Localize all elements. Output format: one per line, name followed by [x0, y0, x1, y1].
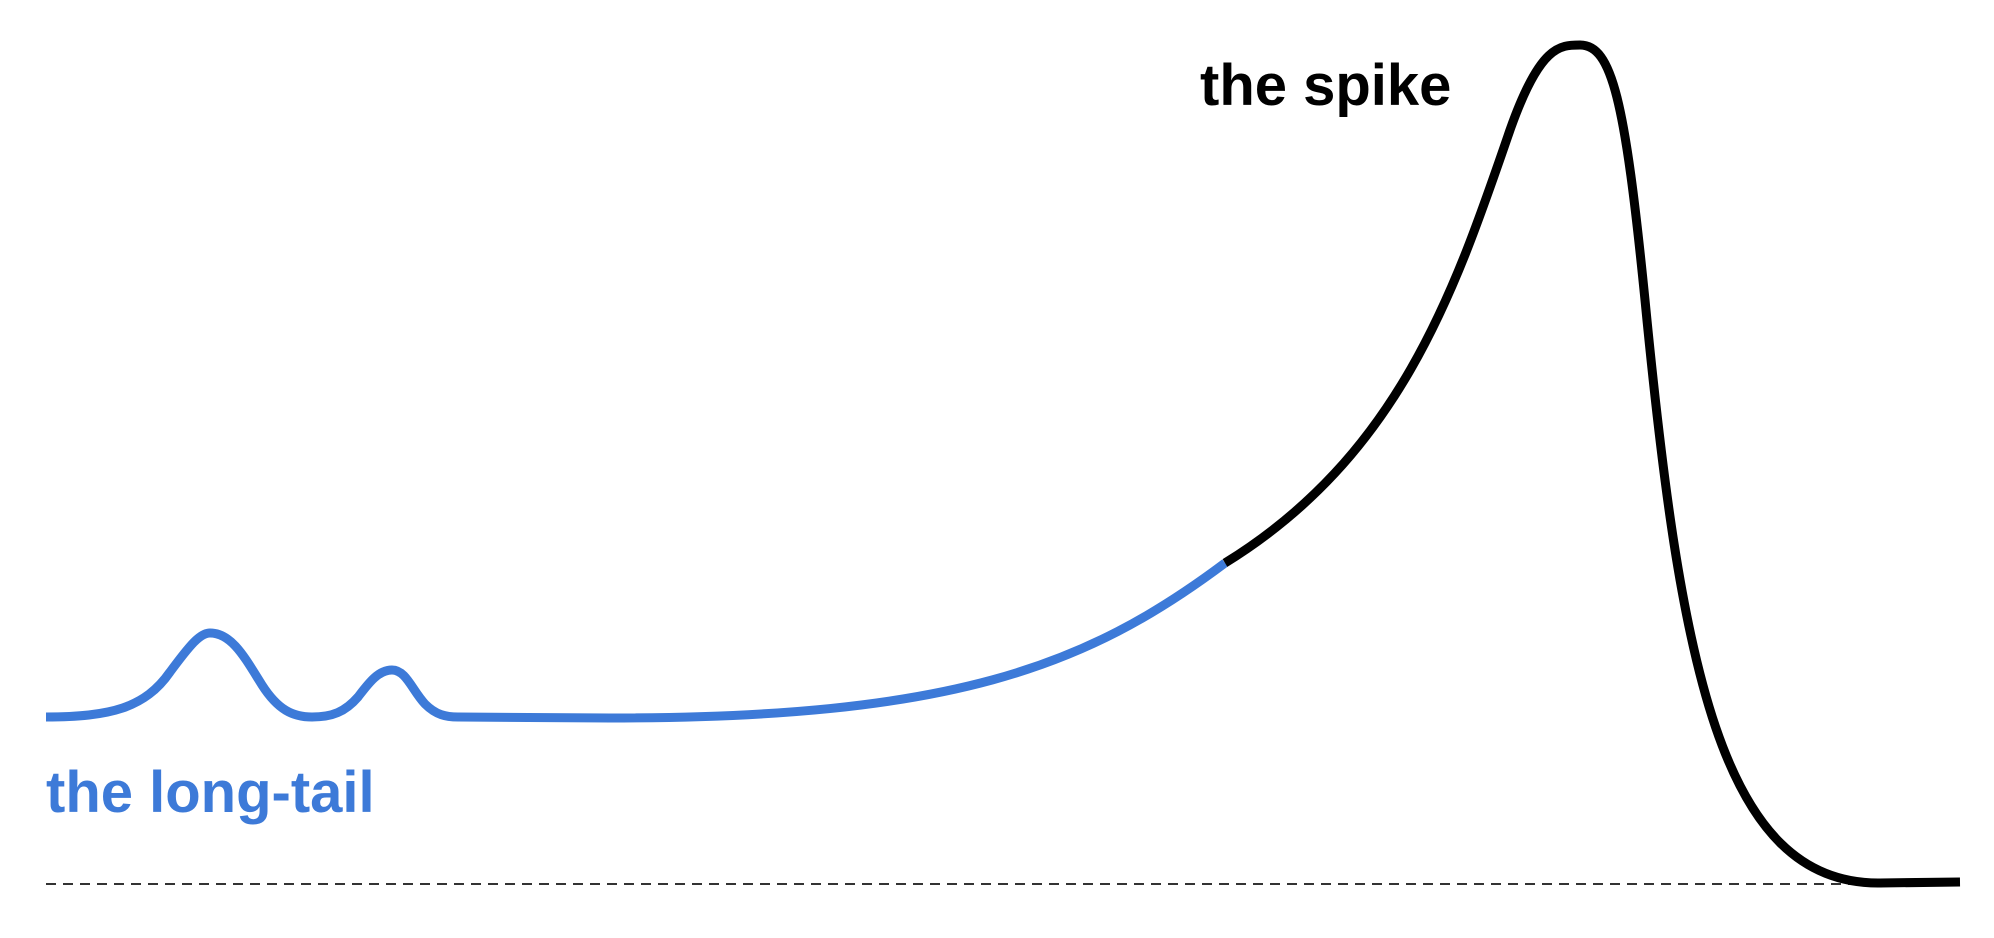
long-tail-label: the long-tail	[46, 760, 375, 825]
spike-label: the spike	[1200, 53, 1451, 118]
spike-curve	[1222, 40, 1961, 888]
long-tail-curve	[45, 559, 1228, 723]
